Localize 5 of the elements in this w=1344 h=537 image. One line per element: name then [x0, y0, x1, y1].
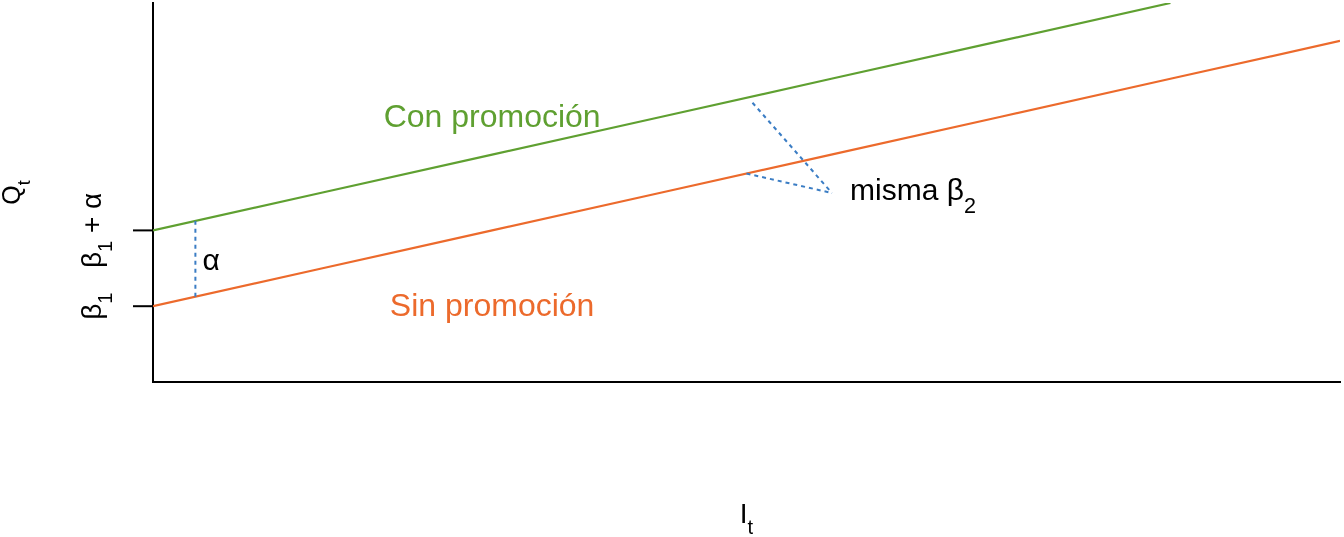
annotation: misma β$_{2}$: [850, 173, 976, 218]
annotation: α: [202, 242, 220, 276]
series-label: Sin promoción: [389, 287, 595, 324]
x-axis-title: I$_{t}$: [739, 498, 754, 537]
series-label: Con promoción: [383, 97, 601, 134]
